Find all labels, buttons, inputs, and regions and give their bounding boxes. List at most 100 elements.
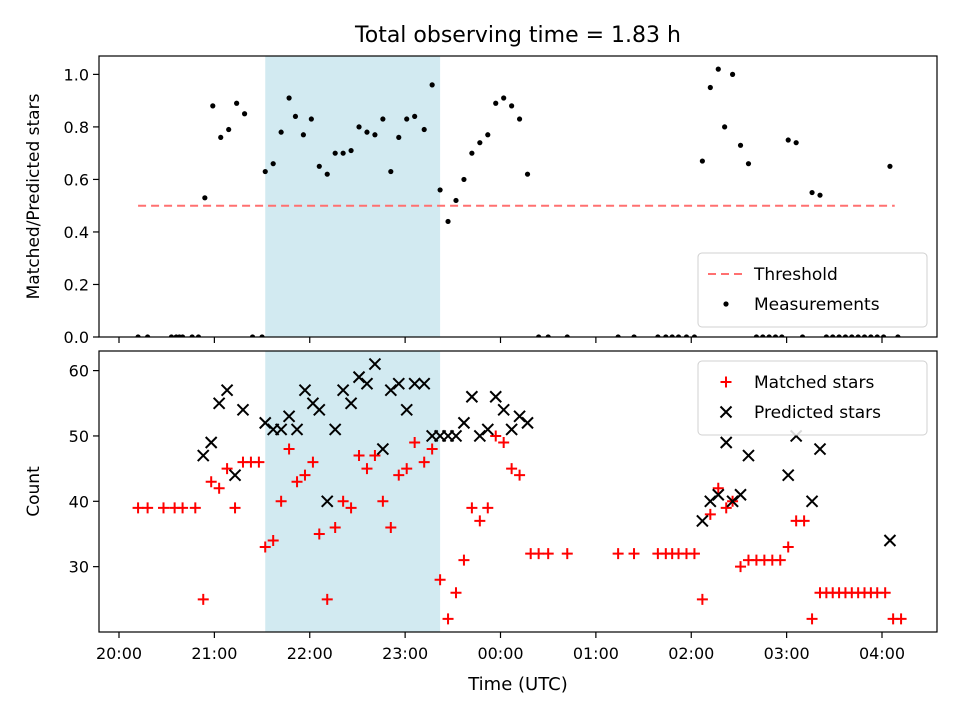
predicted-stars-point: [313, 403, 326, 417]
measurements-point: [809, 189, 815, 196]
matched-stars-point: [798, 515, 810, 527]
matched-stars-point: [482, 502, 494, 514]
matched-stars-point: [782, 541, 794, 553]
measurements-point: [308, 116, 314, 122]
measurements-point: [249, 334, 256, 337]
y-tick-label: 30: [69, 558, 89, 577]
legend-label: Measurements: [754, 295, 880, 315]
matched-stars-point: [385, 521, 397, 533]
matched-stars-point: [345, 502, 357, 514]
matched-stars-point: [307, 456, 319, 468]
matched-stars-point: [377, 495, 389, 507]
y-tick-label: 40: [69, 492, 89, 511]
measurements-point: [766, 334, 772, 337]
bottom-y-axis-label: Count: [24, 466, 44, 517]
x-tick-label: 03:00: [764, 644, 810, 663]
matched-stars-point: [393, 469, 405, 481]
predicted-stars-point: [449, 429, 463, 443]
y-tick-label: 0.8: [64, 118, 89, 137]
matched-stars-point: [450, 587, 462, 599]
y-tick-label: 0.0: [64, 328, 89, 347]
predicted-stars-point: [328, 423, 342, 436]
matched-stars-point: [426, 443, 438, 455]
matched-stars-point: [291, 476, 303, 488]
measurements-point: [785, 137, 791, 143]
measurements-point: [830, 334, 836, 337]
predicted-stars-point: [417, 377, 431, 390]
predicted-stars-point: [497, 403, 510, 417]
matched-stars-point: [142, 502, 154, 514]
legend-marker-predicted-stars: [719, 405, 733, 419]
measurements-point: [461, 176, 467, 183]
measurements-point: [202, 195, 208, 201]
measurements-point: [868, 334, 874, 337]
matched-stars-point: [158, 502, 170, 514]
measurements-point: [880, 334, 887, 337]
predicted-stars-point: [505, 423, 518, 436]
matched-stars-point: [506, 463, 518, 475]
measurements-point: [388, 168, 394, 175]
y-tick-label: 0.2: [64, 275, 89, 294]
measurements-point: [234, 100, 240, 106]
matched-stars-point: [221, 463, 233, 475]
measurements-point: [545, 334, 551, 337]
measurements-point: [691, 334, 698, 337]
measurements-point: [655, 334, 661, 337]
bottom-axes-frame: [98, 350, 938, 633]
measurements-point: [412, 113, 418, 120]
measurements-point: [300, 132, 306, 138]
measurements-point: [524, 171, 531, 177]
measurements-point: [823, 334, 829, 337]
matched-stars-point: [299, 469, 311, 481]
measurements-point: [218, 134, 224, 141]
matched-stars-point: [283, 443, 295, 455]
predicted-stars-point: [336, 384, 350, 397]
measurements-point: [855, 334, 861, 337]
matched-stars-point: [229, 502, 241, 514]
y-tick-label: 1.0: [64, 65, 89, 84]
measurements-point: [509, 103, 515, 109]
measurements-point: [286, 95, 292, 101]
measurements-point: [874, 334, 880, 337]
measurements-point: [536, 334, 542, 337]
bottom-panel: 30 40 50 60 20:00 21:00 22:00 23:00 00:00 01:00 02…: [24, 350, 938, 663]
matched-stars-point: [361, 463, 373, 475]
predicted-stars-point: [212, 397, 226, 410]
measurements-point: [683, 334, 690, 337]
y-tick-label: 0.4: [64, 223, 89, 242]
measurements-point: [715, 66, 721, 72]
matched-stars-point: [401, 463, 413, 475]
matched-stars-point: [418, 456, 430, 468]
measurements-point: [356, 124, 362, 130]
predicted-stars-point: [457, 416, 471, 430]
matched-stars-point: [720, 502, 732, 514]
measurements-point: [842, 334, 849, 337]
measurements-point: [663, 334, 669, 337]
measurements-point: [364, 129, 370, 135]
y-tick-label: 50: [69, 427, 89, 446]
matched-stars-point: [369, 450, 381, 462]
predicted-stars-point: [298, 384, 312, 397]
matched-stars-point: [275, 495, 287, 507]
top-axes-frame: [98, 55, 938, 338]
predicted-stars-point: [321, 495, 334, 508]
measurements-point: [745, 161, 752, 167]
matched-stars-point: [879, 587, 891, 599]
matched-stars-point: [628, 548, 640, 560]
predicted-stars-point: [228, 468, 242, 482]
matched-stars-point: [490, 430, 502, 442]
measurements-point: [477, 140, 483, 146]
legend-label: Predicted stars: [754, 403, 881, 423]
predicted-stars-point: [360, 377, 374, 390]
legend-marker-measurements: [723, 301, 729, 307]
measurements-point: [453, 197, 459, 204]
legend-label: Threshold: [753, 265, 838, 285]
matched-stars-point: [329, 521, 341, 533]
measurements-point: [241, 111, 248, 117]
matched-stars-point: [806, 613, 818, 625]
measurements-point: [348, 147, 354, 154]
measurements-point: [340, 150, 346, 156]
matched-stars-point: [132, 502, 144, 514]
measurements-point: [469, 150, 475, 156]
